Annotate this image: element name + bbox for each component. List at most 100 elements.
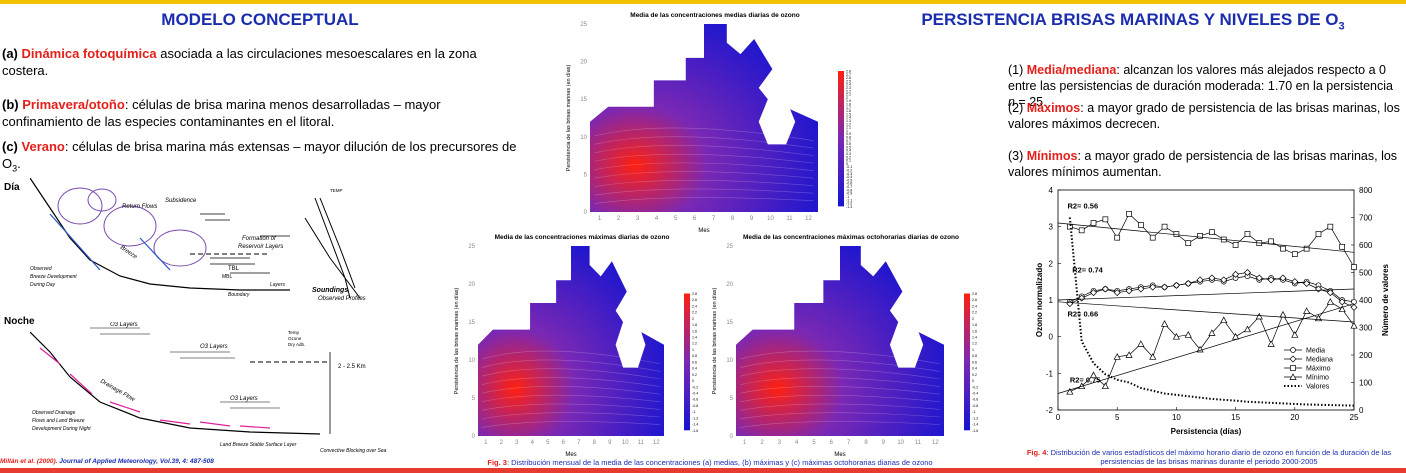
night-o3-layers-1: O3 Layers (110, 322, 138, 328)
legend-item: Máximo (1284, 365, 1331, 373)
contour-hole-a (758, 99, 796, 145)
point-maximo (1173, 231, 1180, 237)
point-mediana (1232, 270, 1240, 278)
point-mediana (1161, 283, 1169, 291)
contour-svg-c: Media de las concentraciones máximas oct… (712, 234, 978, 458)
day-label-reservoir-1: Formation of (242, 236, 277, 242)
citation-journal: Journal of Applied Meteorology, Vol.39, … (59, 458, 214, 465)
colorbar-tick-label: 0.3 (846, 152, 851, 156)
colorbar-tick-label: 1.6 (846, 109, 851, 113)
item-c-end: . (17, 156, 21, 171)
point-mediana (1279, 274, 1287, 282)
colorbar-tick-label: -0.2 (846, 169, 852, 173)
colorbar-tick-label: 1.4 (692, 336, 697, 340)
y-tick-label: -1 (1046, 369, 1054, 378)
point-maximo (1126, 210, 1132, 217)
colorbar-tick-label: 1.2 (692, 342, 697, 346)
point-mediana (1137, 285, 1145, 293)
fig3-caption-label: Fig. 3 (487, 458, 507, 467)
x-tick-label: 11 (638, 440, 645, 446)
x-tick-label: 12 (932, 440, 939, 446)
colorbar-tick-label: -0.4 (692, 391, 698, 395)
contour-line (740, 350, 940, 365)
item-b-key: Primavera/otoño (22, 97, 125, 112)
contour-line (594, 197, 814, 204)
contour-panel-id-a: (a) (594, 37, 603, 44)
night-drainage-flow: Drainage Flow (99, 379, 136, 404)
fig4-caption-label: Fig. 4 (1026, 448, 1047, 457)
item-c: (c) Verano: células de brisa marina más … (2, 139, 517, 174)
day-observed-3: During Day (30, 282, 56, 288)
colorbar-tick-label: 0.4 (692, 367, 697, 371)
legend-label: Mediana (1306, 357, 1333, 364)
r2-annotation: R2= 0.66 (1067, 310, 1098, 319)
item-b: (b) Primavera/otoño: células de brisa ma… (2, 97, 441, 129)
point-minimo (1208, 329, 1216, 336)
colorbar-tick-label: 2.3 (846, 86, 851, 90)
colorbar-tick-label: 1.2 (972, 342, 977, 346)
series-Máximo (1066, 210, 1357, 270)
trend-line (1057, 301, 1355, 323)
colorbar-tick-label: -0.6 (972, 398, 978, 402)
citation: Millán et al. (2000). Journal of Applied… (0, 458, 320, 465)
x-tick-label: 4 (531, 440, 535, 446)
y-tick-label: 20 (468, 282, 475, 288)
day-label-boundary: Boundary (228, 292, 250, 298)
colorbar-tick-label: 2.8 (972, 292, 977, 296)
top-accent-bar (0, 0, 1406, 4)
fig4-caption-text: : Distribución de varios estadísticos de… (1046, 448, 1392, 466)
x-tick-label: 5 (1115, 413, 1120, 422)
contour-line (481, 386, 661, 395)
colorbar-tick-label: -1.3 (846, 205, 852, 209)
y-tick-label: 20 (726, 282, 733, 288)
point-maximo (1232, 242, 1239, 248)
legend-item: Valores (1284, 384, 1330, 391)
x-tick-label: 3 (636, 216, 640, 222)
y2-tick-label: 200 (1359, 351, 1373, 360)
point-maximo (1090, 220, 1097, 226)
colorbar-tick-label: -0.6 (846, 182, 852, 186)
colorbar-tick-label: 0 (692, 379, 694, 383)
colorbar-tick-label: -0.8 (972, 404, 978, 408)
night-legend-dry: Dry Adb. (288, 342, 305, 347)
colorbar-tick-label: -1.2 (692, 416, 698, 420)
x-tick-label: 8 (593, 440, 597, 446)
y2-tick-label: 600 (1359, 241, 1373, 250)
colorbar-tick-label: 2.5 (846, 79, 851, 83)
point-minimo (1279, 310, 1287, 318)
contour-field-c (736, 246, 944, 436)
colorbar-tick-label: -0.8 (692, 404, 698, 408)
night-observed-2: Flows and Land Breeze (32, 418, 85, 424)
item-b-tag: (b) (2, 97, 19, 112)
contour-panel-id-c: (c) (740, 259, 749, 266)
right-item-1: (1) Media/mediana: alcanzan los valores … (1008, 62, 1400, 110)
point-maximo (1268, 238, 1274, 245)
y2-tick-label: 100 (1359, 379, 1373, 388)
night-convective: Convective Blocking over Sea (320, 448, 387, 454)
y-tick-label: 5 (472, 396, 476, 402)
point-media (1351, 298, 1357, 305)
colorbar-tick-label: 0.8 (846, 136, 851, 140)
x-tick-label: 5 (674, 216, 678, 222)
y-tick-label: 20 (580, 60, 587, 66)
y-tick-label: 3 (1049, 223, 1054, 232)
colorbar-tick-label: 1.9 (846, 99, 851, 103)
colorbar-tick-label: -1.6 (972, 429, 978, 433)
right-item-3-key: Mínimos (1026, 149, 1078, 163)
x-tick-label: 2 (500, 440, 504, 446)
point-maximo (1185, 240, 1192, 247)
legend-label: Mínimo (1306, 375, 1329, 382)
contour-ylabel-b: Persistencia de las brisas marinas (en d… (454, 287, 460, 394)
night-land-breeze: Land Breeze Stable Surface Layer (220, 442, 297, 448)
colorbar-tick-label: 0.1 (846, 159, 851, 163)
item-c-sub: 3 (12, 163, 18, 174)
point-minimo (1101, 382, 1109, 390)
colorbar-tick-label: -0.2 (972, 385, 978, 389)
point-maximo (1102, 216, 1109, 223)
x-tick-label: 11 (915, 440, 922, 446)
point-mediana (1291, 278, 1299, 286)
point-minimo (1149, 353, 1157, 360)
colorbar-tick-label: 1.4 (846, 116, 851, 120)
point-minimo (1113, 353, 1121, 360)
y-tick-label: 25 (726, 244, 733, 250)
